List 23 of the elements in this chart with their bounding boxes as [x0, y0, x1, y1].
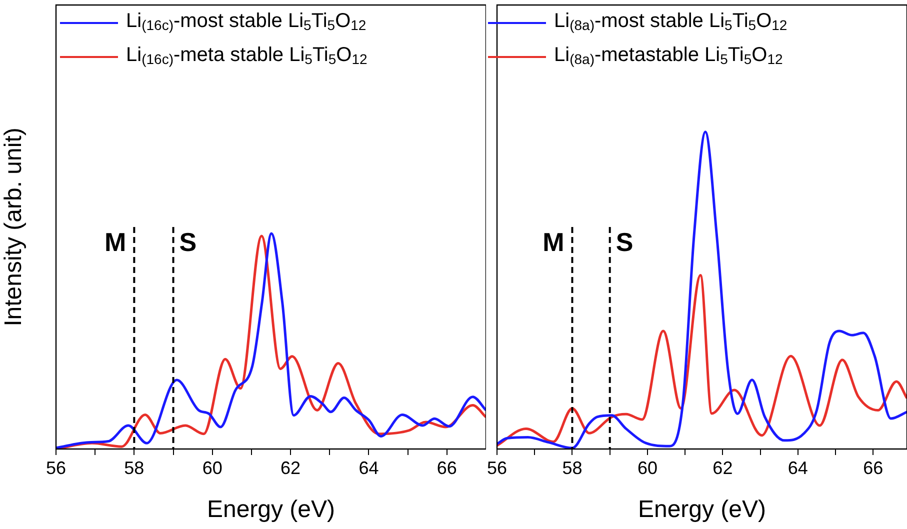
x-tick-label: 64 [788, 458, 808, 478]
x-axis-title: Energy (eV) [638, 496, 766, 524]
x-axis-title: Energy (eV) [206, 496, 336, 524]
ref-line-label: M [542, 227, 564, 258]
x-tick-label: 56 [46, 458, 66, 478]
x-tick-label: 62 [280, 458, 301, 478]
x-tick-label: 62 [712, 458, 733, 478]
legend-label: Li$_{(16c)}$-most stable Li$_{5}$Ti$_{5}$O$_{12}$ [126, 9, 366, 35]
x-tick-label: 60 [637, 458, 658, 478]
x-tick-label: 64 [358, 458, 379, 478]
x-tick-label: 66 [436, 458, 457, 478]
x-tick-label: 66 [863, 458, 884, 478]
ref-line-label: S [616, 227, 634, 258]
x-tick-label: 58 [562, 458, 582, 478]
legend-label: Li$_{(8a)}$-most stable Li$_{5}$Ti$_{5}$O$_{12}$ [554, 9, 788, 35]
x-tick-label: 58 [124, 458, 144, 478]
ref-line-label: M [104, 227, 126, 258]
ref-line-label: S [179, 227, 197, 258]
x-tick-label: 60 [202, 458, 222, 478]
legend-label: Li$_{(16c)}$-meta stable Li$_{5}$Ti$_{5}$O$_{12}$ [126, 43, 368, 69]
y-axis-title: Intensity (arb. unit) [0, 128, 28, 326]
x-tick-label: 56 [486, 458, 508, 478]
legend-label: Li$_{(8a)}$-metastable Li$_{5}$Ti$_{5}$O$_{12}$ [554, 43, 783, 69]
